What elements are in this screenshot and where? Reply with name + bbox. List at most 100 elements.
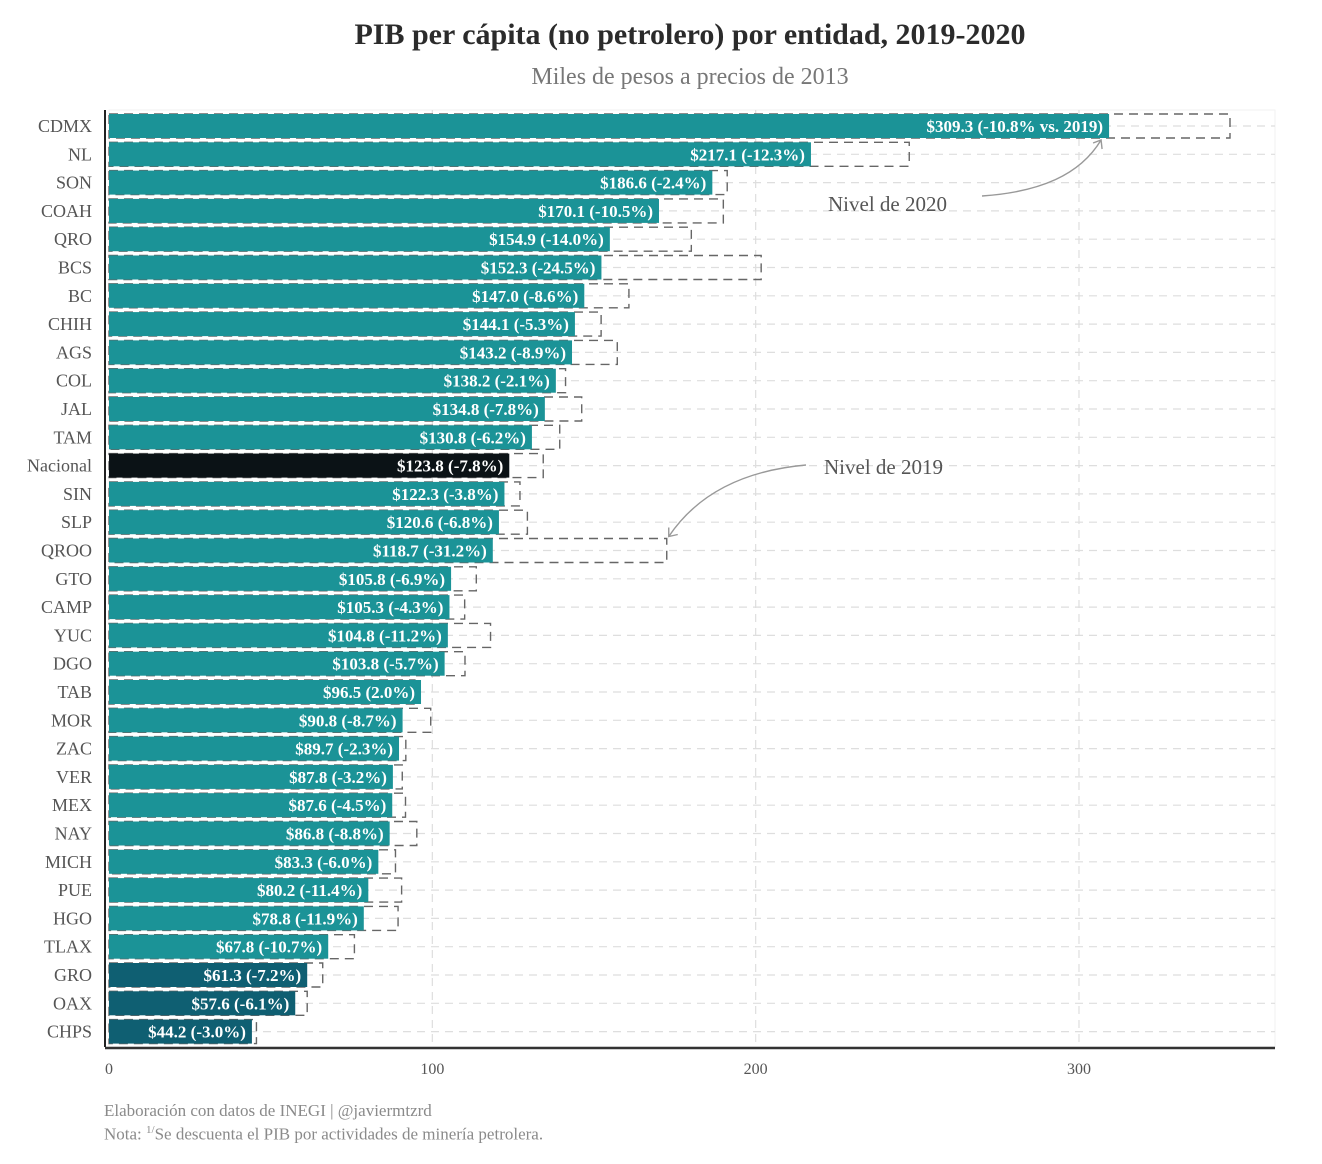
category-label-layer: CDMX NL SON COAH QRO BCS BC CHIH AGS COL JAL TAM Nac… [27,116,92,1042]
annotation-2020-arrow [981,139,1102,197]
category-label: HGO [53,908,92,928]
bar-2020 [109,227,610,252]
category-label: DGO [53,654,92,674]
category-label: NL [68,144,92,164]
data-label: $122.3 (-3.8%) [392,485,498,504]
category-label: TLAX [44,937,92,957]
category-label: QRO [54,229,92,249]
data-label: $78.8 (-11.9%) [252,909,357,928]
category-label: COL [56,371,92,391]
category-label: QROO [41,541,92,561]
bar-2020-layer [109,114,1110,1044]
data-label: $120.6 (-6.8%) [387,513,493,532]
bar-2020 [109,510,499,535]
category-label: MICH [45,852,92,872]
data-label: $130.8 (-6.2%) [420,428,526,447]
bar-2020 [109,453,510,478]
data-label: $105.8 (-6.9%) [339,570,445,589]
data-label: $105.3 (-4.3%) [337,598,443,617]
data-label: $44.2 (-3.0%) [148,1023,246,1042]
bar-2020 [109,906,364,931]
category-label: VER [56,767,92,787]
bar-2020 [109,764,393,789]
category-label: COAH [41,201,92,221]
bar-2020 [109,114,1110,138]
data-label: $83.3 (-6.0%) [275,853,373,872]
bar-2020 [109,821,390,846]
bar-2020 [109,481,505,506]
data-label: $170.1 (-10.5%) [538,202,653,221]
annotation-2019-label: Nivel de 2019 [824,455,943,479]
category-label: SLP [61,512,92,532]
data-label: $96.5 (2.0%) [323,683,415,702]
category-label: NAY [55,824,92,844]
bar-2020 [109,283,585,308]
data-label: $152.3 (-24.5%) [481,259,596,278]
category-label: JAL [61,399,92,419]
category-label: CHPS [47,1022,92,1042]
bar-2020 [109,1019,252,1044]
category-label: GTO [55,569,92,589]
data-label: $186.6 (-2.4%) [600,174,706,193]
category-label: BCS [58,258,92,278]
data-label: $217.1 (-12.3%) [690,145,805,164]
bar-2020 [109,878,369,903]
annotation-2019-arrow [668,464,807,537]
caption-source: Elaboración con datos de INEGI | @javier… [104,1101,432,1120]
x-tick-label: 200 [744,1061,768,1078]
annotation-2019-arrowhead [668,527,678,538]
bar-2020 [109,397,545,421]
data-label: $61.3 (-7.2%) [203,966,301,985]
category-label: BC [68,286,92,306]
data-label: $103.8 (-5.7%) [332,655,438,674]
category-label: MOR [51,710,92,730]
category-label: TAM [53,427,92,447]
data-label: $86.8 (-8.8%) [286,825,384,844]
x-tick-label: 100 [420,1061,444,1078]
category-label: YUC [54,625,92,645]
data-label: $87.8 (-3.2%) [289,768,387,787]
category-label: CDMX [38,116,92,136]
annotation-2020-arrowhead [1092,139,1103,150]
caption-note: Nota: 1/Se descuenta el PIB por activida… [104,1124,543,1145]
axis-layer: 0 100 200 300 [104,110,1275,1078]
category-label: Nacional [27,456,92,476]
category-label: SIN [63,484,92,504]
data-label: $80.2 (-11.4%) [257,881,362,900]
data-label: $57.6 (-6.1%) [192,994,290,1013]
bar-2020 [109,312,575,337]
category-label: GRO [54,965,92,985]
data-label: $89.7 (-2.3%) [295,740,393,759]
data-label: $154.9 (-14.0%) [489,230,604,249]
bar-2020 [109,566,452,591]
annotation-2020-label: Nivel de 2020 [828,192,947,216]
category-label: AGS [56,342,92,362]
x-tick-label: 300 [1067,1061,1091,1078]
category-label: MEX [52,795,92,815]
category-label: SON [56,173,92,193]
bar-2020 [109,538,493,563]
data-label: $123.8 (-7.8%) [397,457,503,476]
bar-2020 [109,198,659,223]
bar-2020 [109,736,400,761]
category-label: PUE [58,880,92,900]
data-label: $147.0 (-8.6%) [472,287,578,306]
category-label: CAMP [41,597,92,617]
category-label: TAB [57,682,92,702]
bar-2020 [109,340,573,365]
x-tick-label: 0 [105,1061,113,1078]
data-label: $138.2 (-2.1%) [444,372,550,391]
category-label: ZAC [56,739,92,759]
bar-2020 [109,963,308,987]
bar-2020 [109,849,379,874]
bar-2020 [109,170,713,195]
note-prefix: Nota: [104,1124,147,1144]
bar-2020 [109,595,450,620]
bar-2020 [109,680,422,704]
data-label: $118.7 (-31.2%) [373,542,487,561]
category-label: CHIH [48,314,92,334]
chart-subtitle: Miles de pesos a precios de 2013 [531,64,849,90]
note-superscript: 1/ [146,1124,155,1136]
category-label: OAX [53,993,92,1013]
